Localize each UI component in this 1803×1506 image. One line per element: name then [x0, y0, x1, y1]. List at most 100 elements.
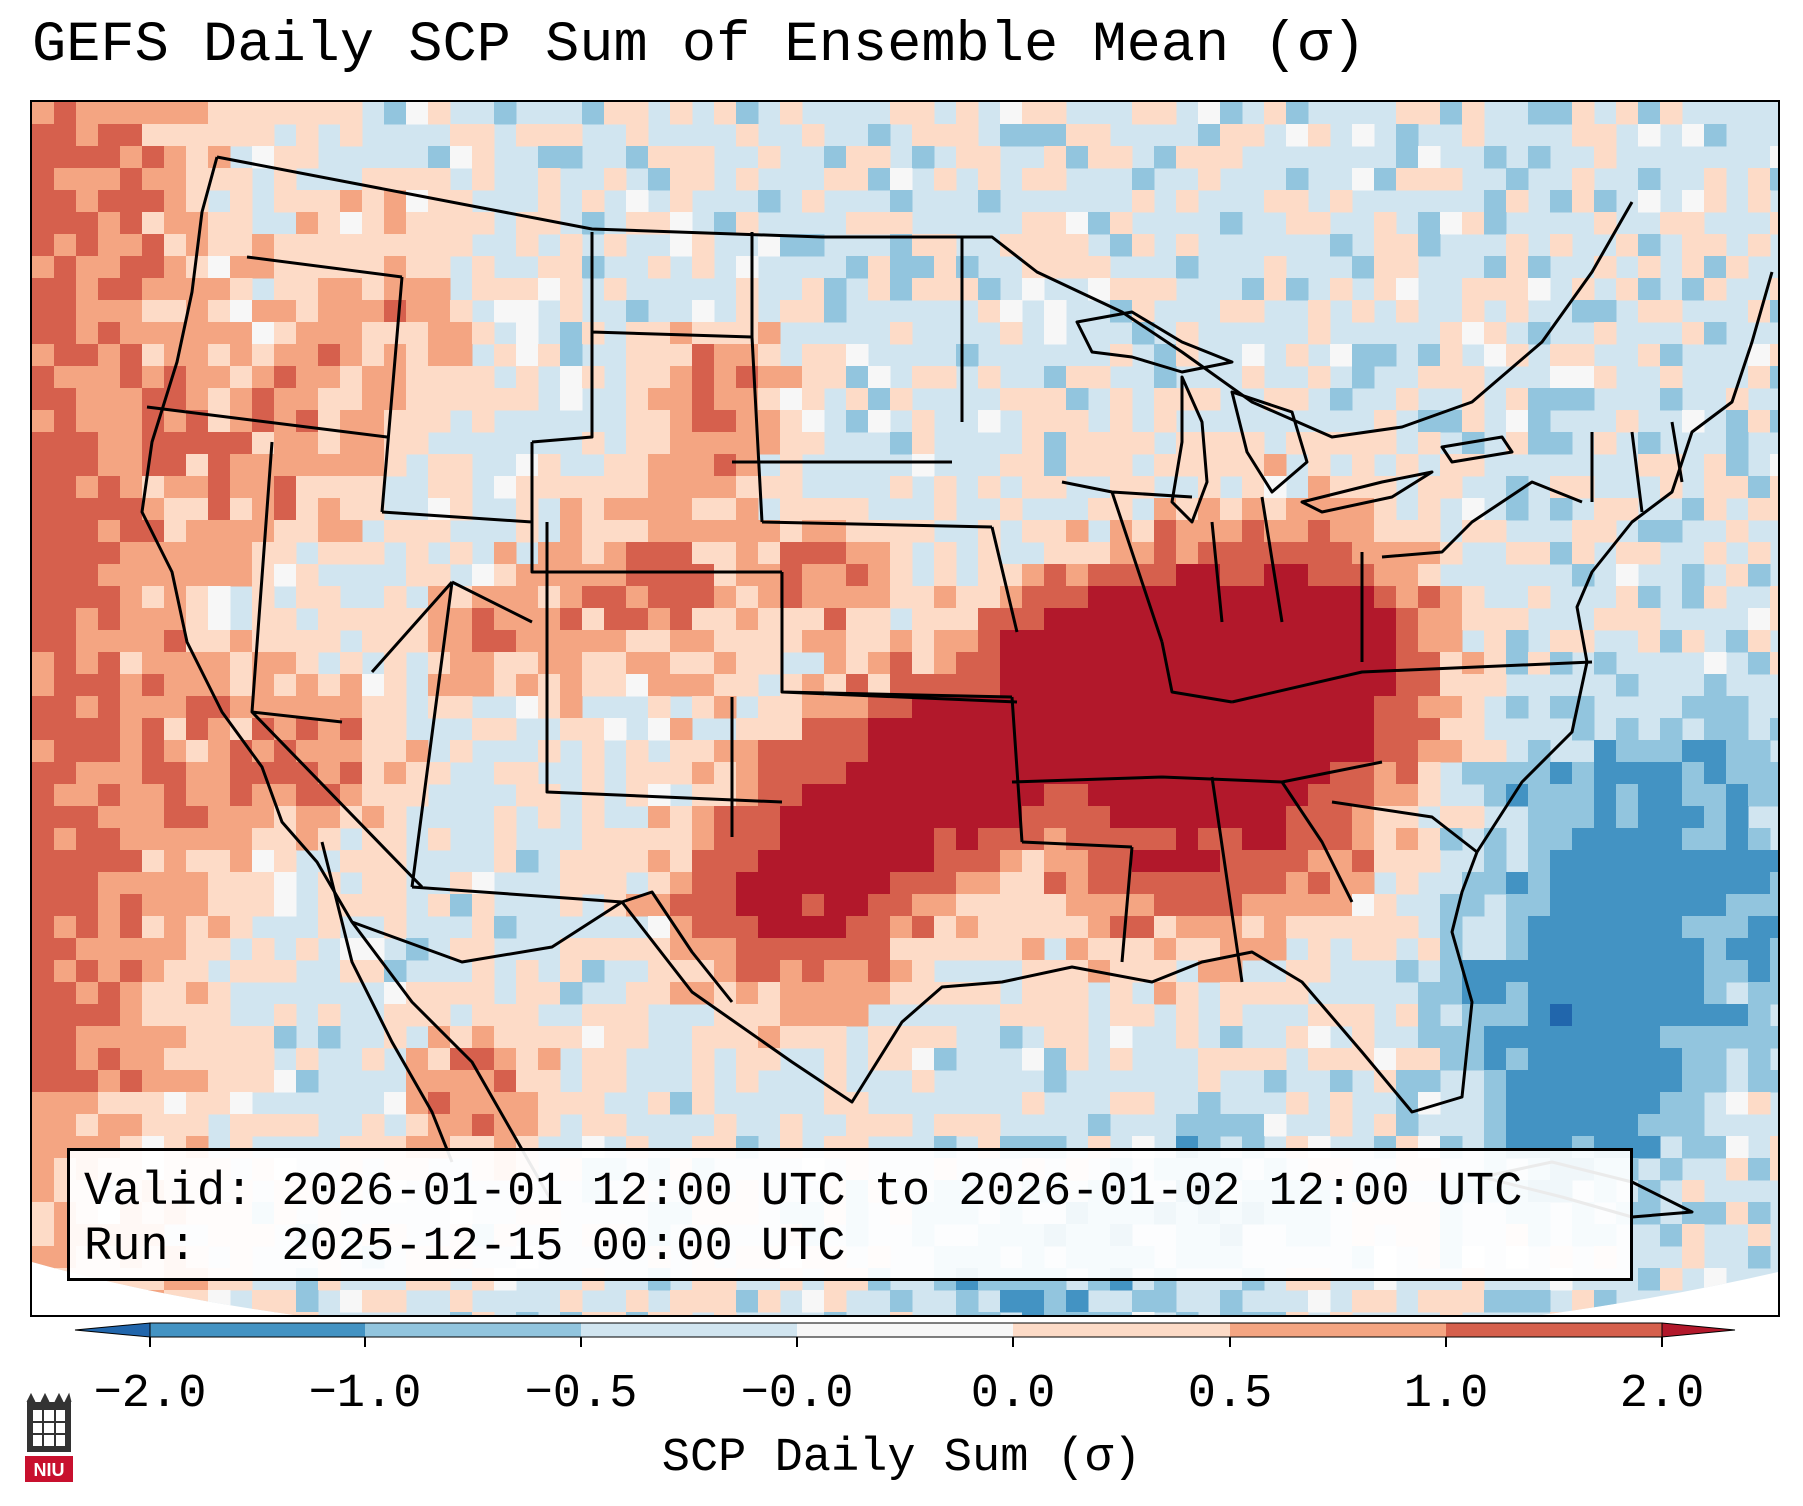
- heatmap-cell: [296, 586, 319, 609]
- heatmap-cell: [1440, 410, 1463, 433]
- heatmap-cell: [1550, 806, 1573, 829]
- heatmap-cell: [956, 806, 979, 829]
- heatmap-cell: [582, 806, 605, 829]
- heatmap-cell: [186, 432, 209, 455]
- heatmap-cell: [164, 498, 187, 521]
- heatmap-cell: [1506, 256, 1529, 279]
- heatmap-cell: [142, 256, 165, 279]
- heatmap-cell: [142, 190, 165, 213]
- heatmap-cell: [1000, 850, 1023, 873]
- heatmap-cell: [1704, 1026, 1727, 1049]
- heatmap-cell: [32, 520, 55, 543]
- heatmap-cell: [802, 432, 825, 455]
- heatmap-cell: [1462, 322, 1485, 345]
- heatmap-cell: [54, 872, 77, 895]
- heatmap-cell: [296, 1290, 319, 1313]
- heatmap-cell: [780, 982, 803, 1005]
- heatmap-cell: [868, 960, 891, 983]
- heatmap-cell: [406, 432, 429, 455]
- heatmap-cell: [1176, 190, 1199, 213]
- heatmap-cell: [1330, 806, 1353, 829]
- heatmap-cell: [406, 982, 429, 1005]
- heatmap-cell: [1616, 234, 1639, 257]
- heatmap-cell: [1418, 938, 1441, 961]
- heatmap-cell: [824, 696, 847, 719]
- heatmap-cell: [296, 674, 319, 697]
- heatmap-cell: [516, 696, 539, 719]
- heatmap-cell: [274, 454, 297, 477]
- heatmap-cell: [1572, 344, 1595, 367]
- heatmap-cell: [428, 212, 451, 235]
- heatmap-cell: [516, 1114, 539, 1137]
- heatmap-cell: [1198, 102, 1221, 125]
- heatmap-cell: [956, 674, 979, 697]
- heatmap-cell: [450, 190, 473, 213]
- heatmap-cell: [1726, 564, 1749, 587]
- heatmap-cell: [824, 916, 847, 939]
- heatmap-cell: [186, 520, 209, 543]
- heatmap-cell: [1396, 102, 1419, 125]
- heatmap-cell: [714, 388, 737, 411]
- heatmap-cell: [494, 850, 517, 873]
- heatmap-cell: [1682, 124, 1705, 147]
- heatmap-cell: [890, 564, 913, 587]
- heatmap-cell: [1220, 542, 1243, 565]
- heatmap-cell: [340, 652, 363, 675]
- heatmap-cell: [1022, 520, 1045, 543]
- heatmap-cell: [450, 366, 473, 389]
- heatmap-cell: [208, 344, 231, 367]
- heatmap-cell: [978, 916, 1001, 939]
- heatmap-cell: [560, 652, 583, 675]
- heatmap-cell: [32, 960, 55, 983]
- heatmap-cell: [252, 344, 275, 367]
- heatmap-cell: [956, 784, 979, 807]
- heatmap-cell: [230, 630, 253, 653]
- heatmap-cell: [1528, 828, 1551, 851]
- heatmap-cell: [98, 938, 121, 961]
- heatmap-cell: [802, 696, 825, 719]
- heatmap-cell: [98, 1290, 121, 1313]
- heatmap-cell: [1374, 894, 1397, 917]
- heatmap-cell: [406, 344, 429, 367]
- heatmap-cell: [472, 278, 495, 301]
- heatmap-cell: [516, 1004, 539, 1027]
- heatmap-cell: [32, 542, 55, 565]
- heatmap-cell: [406, 300, 429, 323]
- heatmap-cell: [120, 1048, 143, 1071]
- heatmap-cell: [1066, 410, 1089, 433]
- heatmap-cell: [1682, 1114, 1705, 1137]
- heatmap-cell: [538, 1114, 561, 1137]
- heatmap-cell: [406, 278, 429, 301]
- heatmap-cell: [252, 1312, 275, 1315]
- heatmap-cell: [1418, 740, 1441, 763]
- heatmap-cell: [98, 476, 121, 499]
- heatmap-cell: [890, 1048, 913, 1071]
- heatmap-cell: [912, 146, 935, 169]
- heatmap-cell: [1704, 1312, 1727, 1315]
- heatmap-cell: [516, 652, 539, 675]
- heatmap-cell: [626, 212, 649, 235]
- heatmap-cell: [472, 630, 495, 653]
- heatmap-cell: [1440, 960, 1463, 983]
- heatmap-cell: [142, 586, 165, 609]
- heatmap-cell: [1066, 674, 1089, 697]
- heatmap-cell: [208, 630, 231, 653]
- heatmap-cell: [54, 454, 77, 477]
- heatmap-cell: [736, 1026, 759, 1049]
- heatmap-cell: [1616, 1092, 1639, 1115]
- heatmap-cell: [956, 828, 979, 851]
- heatmap-cell: [450, 608, 473, 631]
- heatmap-cell: [208, 300, 231, 323]
- heatmap-cell: [1704, 1004, 1727, 1027]
- heatmap-cell: [1286, 1026, 1309, 1049]
- heatmap-cell: [1616, 806, 1639, 829]
- heatmap-cell: [1748, 1026, 1771, 1049]
- heatmap-cell: [868, 1114, 891, 1137]
- heatmap-cell: [1682, 1224, 1705, 1247]
- heatmap-cell: [1418, 234, 1441, 257]
- heatmap-cell: [604, 850, 627, 873]
- heatmap-cell: [1374, 542, 1397, 565]
- heatmap-cell: [824, 828, 847, 851]
- heatmap-cell: [1352, 1048, 1375, 1071]
- heatmap-cell: [318, 344, 341, 367]
